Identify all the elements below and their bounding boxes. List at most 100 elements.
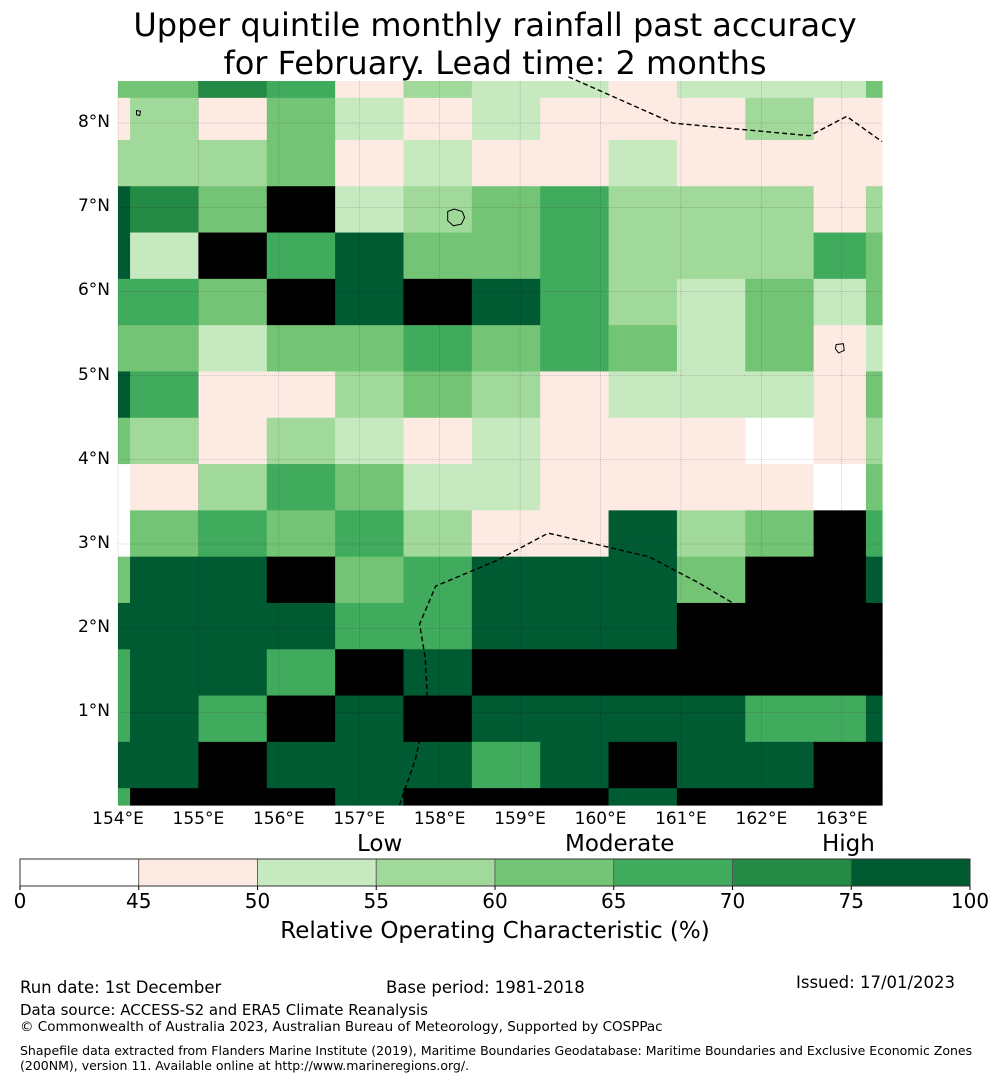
- grid-cell: [540, 325, 610, 373]
- grid-cell: [471, 741, 541, 789]
- grid-cell: [130, 695, 200, 743]
- colorbar-tick-65: 65: [601, 889, 627, 913]
- grid-cell: [745, 649, 815, 697]
- grid-cell: [865, 325, 883, 373]
- grid-cell: [676, 278, 746, 326]
- island-outline: [834, 343, 845, 354]
- grid-cell: [335, 186, 405, 234]
- lon-label-158e: 158°E: [413, 809, 466, 829]
- grid-cell: [745, 556, 815, 604]
- grid-cell: [198, 232, 268, 280]
- grid-cell: [198, 741, 268, 789]
- eez-boundary-line: [568, 76, 883, 143]
- grid-cell: [608, 81, 678, 99]
- island-outline: [136, 109, 142, 117]
- grid-cell: [676, 232, 746, 280]
- grid-cell: [745, 417, 815, 465]
- colorbar-segment: [375, 858, 496, 887]
- grid-cell: [608, 602, 678, 650]
- grid-cell: [813, 139, 867, 187]
- grid-cell: [676, 602, 746, 650]
- grid-cell: [813, 510, 867, 558]
- grid-cell: [608, 695, 678, 743]
- grid-cell: [471, 602, 541, 650]
- grid-cell: [266, 81, 336, 99]
- grid-cell: [813, 788, 867, 806]
- grid-cell: [540, 464, 610, 511]
- grid-cell: [540, 649, 610, 697]
- grid-cell: [608, 510, 678, 558]
- grid-cell: [608, 325, 678, 373]
- issued-date: Issued: 17/01/2023: [796, 973, 956, 992]
- grid-cell: [198, 556, 268, 604]
- grid-cell: [266, 556, 336, 604]
- colorbar-tick-50: 50: [244, 889, 271, 913]
- grid-cell: [335, 97, 405, 141]
- grid-cell: [335, 139, 405, 187]
- grid-cell: [403, 232, 473, 280]
- base-period: Base period: 1981-2018: [386, 978, 585, 997]
- grid-cell: [266, 788, 336, 806]
- grid-cell: [266, 139, 336, 187]
- grid-cell: [266, 186, 336, 234]
- lon-label-156e: 156°E: [252, 809, 305, 829]
- lat-label-8n: 8°N: [77, 112, 110, 133]
- grid-cell: [118, 649, 131, 697]
- grid-cell: [335, 371, 405, 419]
- shapefile-credit-line-2: (200NM), version 11. Available online at…: [20, 1058, 470, 1073]
- category-high: High: [822, 831, 875, 857]
- grid-cell: [471, 278, 541, 326]
- grid-cell: [865, 278, 883, 326]
- grid-cell: [130, 556, 200, 604]
- lat-label-4n: 4°N: [77, 448, 110, 469]
- grid-cell: [745, 464, 815, 511]
- grid-cell: [130, 741, 200, 789]
- grid-cell: [266, 232, 336, 280]
- grid-cell: [335, 510, 405, 558]
- grid-cell: [608, 417, 678, 465]
- grid-cell: [540, 788, 610, 806]
- grid-cell: [813, 649, 867, 697]
- grid-cell: [865, 510, 883, 558]
- grid-cell: [865, 741, 883, 789]
- grid-cell: [608, 97, 678, 141]
- grid-cell: [676, 81, 746, 99]
- grid-cell: [676, 371, 746, 419]
- grid-cell: [403, 417, 473, 465]
- grid-cell: [130, 788, 200, 806]
- grid-cell: [266, 695, 336, 743]
- grid-cell: [130, 232, 200, 280]
- grid-cell: [118, 741, 131, 789]
- grid-cell: [608, 186, 678, 234]
- grid-cell: [130, 371, 200, 419]
- grid-cell: [266, 371, 336, 419]
- grid-cell: [676, 325, 746, 373]
- grid-cell: [335, 232, 405, 280]
- grid-cell: [403, 649, 473, 697]
- grid-cell: [335, 788, 405, 806]
- grid-cell: [813, 81, 867, 99]
- colorbar-tick-0: 0: [13, 889, 27, 913]
- grid-cell: [540, 139, 610, 187]
- grid-cell: [813, 97, 867, 141]
- grid-cell: [403, 186, 473, 234]
- grid-cell: [335, 649, 405, 697]
- grid-cell: [608, 232, 678, 280]
- grid-cell: [118, 556, 131, 604]
- grid-cell: [130, 139, 200, 187]
- grid-cell: [865, 186, 883, 234]
- colorbar-segment: [732, 858, 852, 887]
- grid-cell: [745, 139, 815, 187]
- grid-cells: [118, 81, 883, 806]
- grid-cell: [813, 186, 867, 234]
- grid-cell: [865, 788, 883, 806]
- grid-cell: [745, 232, 815, 280]
- grid-cell: [540, 741, 610, 789]
- colorbar-tick-45: 45: [126, 889, 152, 913]
- category-low: Low: [357, 831, 403, 857]
- grid-cell: [198, 278, 268, 326]
- lon-label-163e: 163°E: [815, 809, 868, 829]
- grid-cell: [471, 464, 541, 511]
- grid-cell: [266, 602, 336, 650]
- grid-cell: [471, 417, 541, 465]
